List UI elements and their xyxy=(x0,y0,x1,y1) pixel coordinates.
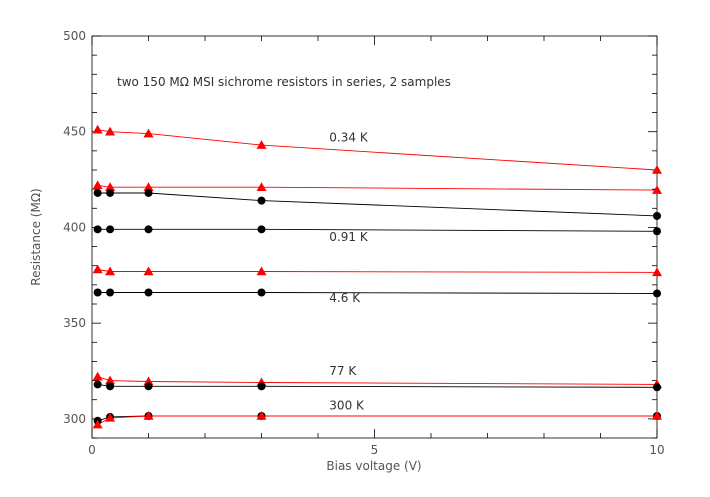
circle-marker xyxy=(653,227,661,236)
series-line-10 xyxy=(97,415,657,425)
circle-marker xyxy=(144,382,153,391)
y-tick-label: 500 xyxy=(63,29,86,43)
triangle-marker xyxy=(256,140,267,149)
circle-marker xyxy=(144,225,153,234)
circle-marker xyxy=(106,382,115,391)
triangle-marker xyxy=(105,412,116,422)
triangle-marker xyxy=(256,410,267,420)
x-axis-title: Bias voltage (V) xyxy=(326,459,421,473)
circle-marker xyxy=(106,188,115,197)
triangle-marker xyxy=(652,410,662,420)
curve-label: 77 K xyxy=(329,364,357,378)
series-line-9 xyxy=(97,415,657,422)
triangle-marker xyxy=(256,182,267,191)
series-line-5 xyxy=(97,269,658,273)
x-tick-label: 10 xyxy=(649,443,664,457)
triangle-marker xyxy=(143,410,154,420)
triangle-marker xyxy=(92,419,103,429)
circle-marker xyxy=(93,380,102,389)
plot-frame xyxy=(91,35,658,439)
triangle-marker xyxy=(105,182,116,191)
triangle-marker xyxy=(105,266,116,276)
triangle-marker xyxy=(652,267,662,277)
tick-labels: 0 5 10 300 350 400 450 500 xyxy=(63,29,665,457)
triangle-marker xyxy=(143,128,154,138)
triangle-marker xyxy=(105,126,116,136)
axis-ticks xyxy=(91,35,658,439)
circle-marker xyxy=(653,289,661,298)
series-line-2 xyxy=(97,184,658,191)
series-line-7 xyxy=(97,376,658,385)
triangle-marker xyxy=(256,266,267,276)
curve-label: 300 K xyxy=(329,398,365,412)
triangle-marker xyxy=(92,180,103,190)
circle-marker xyxy=(257,288,266,297)
triangle-marker xyxy=(143,182,154,191)
y-tick-label: 350 xyxy=(63,316,86,330)
series-line-4 xyxy=(97,228,658,232)
series-line-1 xyxy=(97,129,658,171)
circle-marker xyxy=(93,225,102,234)
series-group xyxy=(97,129,658,425)
y-tick-label: 400 xyxy=(63,220,86,234)
triangle-marker xyxy=(92,371,103,381)
series-line-6 xyxy=(97,292,658,294)
triangle-marker xyxy=(92,264,103,274)
markers-group xyxy=(92,124,662,429)
circle-marker xyxy=(653,211,661,220)
x-tick-label: 0 xyxy=(88,443,96,457)
x-tick-label: 5 xyxy=(371,443,379,457)
circle-marker xyxy=(257,225,266,234)
circle-marker xyxy=(144,188,153,197)
y-axis-title: Resistance (MΩ) xyxy=(29,188,43,285)
circle-marker xyxy=(653,383,661,392)
circle-marker xyxy=(106,288,115,297)
triangle-marker xyxy=(143,376,154,386)
series-line-3 xyxy=(97,192,658,217)
curve-label: 0.34 K xyxy=(329,130,369,144)
circle-marker xyxy=(144,288,153,297)
curve-label: 4.6 K xyxy=(329,291,361,305)
triangle-marker xyxy=(105,375,116,385)
circle-marker xyxy=(257,382,266,391)
curve-labels: 0.34 K 0.91 K 4.6 K 77 K 300 K xyxy=(329,130,369,412)
circle-marker xyxy=(257,196,266,205)
circle-marker xyxy=(93,288,102,297)
circle-marker xyxy=(93,188,102,197)
circle-marker xyxy=(106,225,115,234)
series-line-8 xyxy=(97,383,658,388)
triangle-marker xyxy=(652,185,662,194)
y-tick-label: 450 xyxy=(63,125,86,139)
triangle-marker xyxy=(92,124,103,134)
chart-annotation: two 150 MΩ MSI sichrome resistors in ser… xyxy=(117,75,451,89)
curve-label: 0.91 K xyxy=(329,230,369,244)
triangle-marker xyxy=(652,165,662,174)
y-tick-label: 300 xyxy=(63,412,86,426)
triangle-marker xyxy=(143,266,154,276)
